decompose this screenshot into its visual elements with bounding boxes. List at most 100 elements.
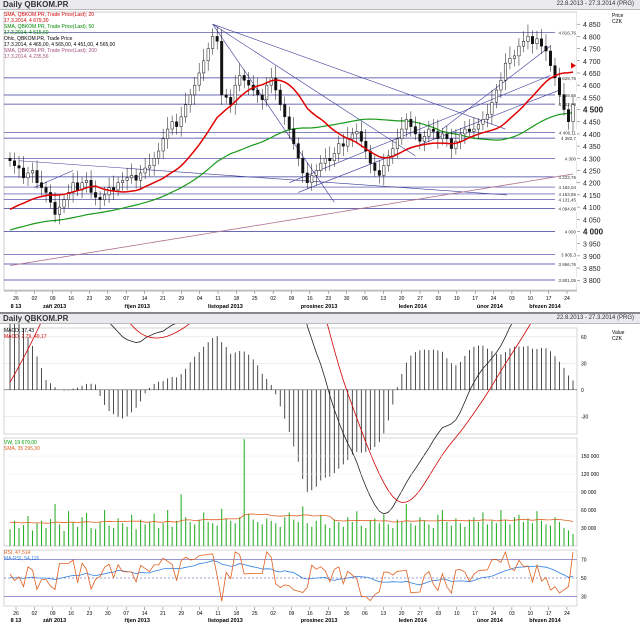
legend-entry: 17.3.2014, 4 515,60 xyxy=(4,30,49,36)
x-tick-label: 11 xyxy=(215,296,220,302)
x-tick-label: 20 xyxy=(399,296,405,302)
candle xyxy=(238,75,242,86)
candle xyxy=(143,167,147,174)
candle xyxy=(278,89,282,105)
legend-entry: MA-RSI, 54,116 xyxy=(4,556,40,562)
month-label: prosinec 2013 xyxy=(301,304,338,310)
candle xyxy=(458,133,462,142)
y-tick-label: 4 400 xyxy=(583,132,601,139)
level-label-bg xyxy=(555,190,577,197)
candle xyxy=(296,143,300,159)
indicator-date-range: 22.8.2013 - 27.3.2014 (PRG) xyxy=(556,315,634,321)
x-tick-label: 26 xyxy=(13,296,19,302)
candle xyxy=(130,175,134,179)
level-label-bg xyxy=(555,251,577,258)
y-axis-unit: CZK xyxy=(612,19,623,25)
ma-rsi-line xyxy=(9,560,574,586)
x-tick-label: 17 xyxy=(546,611,552,617)
candle xyxy=(549,50,552,66)
candle xyxy=(53,201,57,215)
y-tick-label: 4 850 xyxy=(583,22,601,29)
legend-entry: 17.3.2014, 4 235,56 xyxy=(4,54,49,60)
candle xyxy=(503,62,507,81)
x-tick-label: 13 xyxy=(381,611,387,617)
y-tick-label: 4 800 xyxy=(583,34,601,41)
candle xyxy=(454,140,458,149)
candle xyxy=(242,75,246,81)
candle xyxy=(314,170,318,176)
level-label: 3 801,05 xyxy=(558,278,576,283)
level-label: 4 522,09 xyxy=(558,102,576,107)
y-tick-label: 3 900 xyxy=(583,254,601,261)
y-tick-label: 4 700 xyxy=(583,59,601,66)
candle xyxy=(539,38,543,47)
x-tick-label: 02 xyxy=(32,296,38,302)
x-tick-label: 02 xyxy=(32,611,38,617)
macd-tick-label: 0 xyxy=(581,388,584,394)
candle xyxy=(301,158,305,174)
x-tick-label: 16 xyxy=(68,611,74,617)
x-tick-label: 24 xyxy=(491,296,497,302)
candle xyxy=(332,153,336,162)
candle xyxy=(8,158,12,162)
candle xyxy=(350,133,354,140)
x-tick-label: 17 xyxy=(546,296,552,302)
volume-legend: VW, 19 679,00 SMA, 35 295,30 xyxy=(4,440,40,452)
y-tick-label: 4 250 xyxy=(583,169,601,176)
month-label: únor 2014 xyxy=(477,304,504,310)
candle xyxy=(206,48,210,62)
candle xyxy=(166,128,170,140)
level-label-bg xyxy=(555,276,577,283)
candle xyxy=(44,187,48,193)
candle xyxy=(112,187,116,191)
month-label: březen 2014 xyxy=(529,304,561,310)
level-label: 4 182,04 xyxy=(558,185,576,190)
x-tick-label: 30 xyxy=(344,611,350,617)
indicator-panel: Daily QBKOM.PR 22.8.2013 - 27.3.2014 (PR… xyxy=(0,312,640,628)
candle xyxy=(440,133,444,140)
level-label: 4 300 xyxy=(565,156,577,161)
rsi-tick-label: 70 xyxy=(581,557,587,563)
month-label: březen 2014 xyxy=(529,618,561,624)
x-tick-label: 14 xyxy=(142,611,148,617)
month-label: 8 13 xyxy=(11,618,22,624)
y-tick-label: 4 050 xyxy=(583,217,601,224)
candle xyxy=(260,94,264,101)
level-label: 4 153,86 xyxy=(558,192,576,197)
candle xyxy=(197,72,201,86)
x-tick-label: 03 xyxy=(509,296,515,302)
rsi-legend: RSI, 47,514 MA-RSI, 54,116 xyxy=(4,550,39,562)
level-label-bg xyxy=(555,228,577,235)
candle xyxy=(139,172,143,181)
candle xyxy=(265,84,269,101)
y-tick-label: 3 850 xyxy=(583,266,601,273)
plot-area xyxy=(3,11,578,291)
candle xyxy=(103,194,107,201)
x-tick-label: 29 xyxy=(179,296,185,302)
level-label-bg xyxy=(555,101,577,108)
volume-tick-label: 150 000 xyxy=(581,454,599,460)
x-tick-label: 26 xyxy=(13,611,19,617)
candle xyxy=(400,128,404,140)
x-tick-label: 21 xyxy=(160,296,166,302)
x-tick-label: 18 xyxy=(234,296,240,302)
legend-entry: VW, 19 679,00 xyxy=(4,440,37,446)
candle xyxy=(418,133,422,142)
legend-entry: 17.3.2014, 4 679,30 xyxy=(4,18,49,24)
month-label: listopad 2013 xyxy=(208,618,243,624)
level-label: 4 131,45 xyxy=(558,197,576,202)
x-tick-label: 23 xyxy=(87,611,93,617)
month-label: listopad 2013 xyxy=(208,304,243,310)
date-range: 22.8.2013 - 27.3.2014 (PRG) xyxy=(556,1,634,7)
level-label: 3 905,3 xyxy=(561,253,577,258)
month-label: prosinec 2013 xyxy=(301,618,338,624)
level-label: 3 866,76 xyxy=(558,262,576,267)
level-label: 4 406,11 xyxy=(559,130,577,135)
candle xyxy=(404,119,408,130)
candle xyxy=(323,158,327,164)
macd-tick-label: -30 xyxy=(581,414,588,420)
month-label: říjen 2013 xyxy=(125,618,150,624)
candle xyxy=(161,138,165,152)
